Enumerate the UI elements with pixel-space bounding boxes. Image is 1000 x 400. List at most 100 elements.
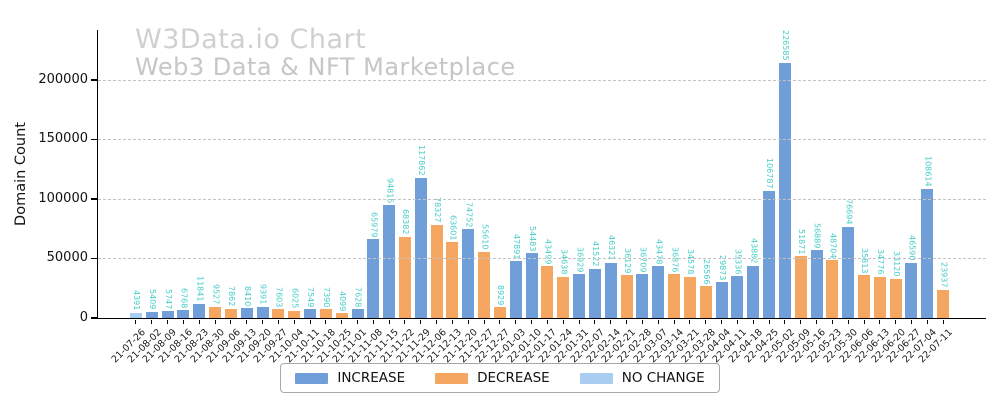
bar-value-label: 43478: [654, 238, 664, 265]
bar-value-label: 4099: [337, 290, 347, 312]
legend-item-no_change: NO CHANGE: [579, 370, 705, 386]
bar-slot: 29873 22-04-04: [695, 30, 733, 365]
bar-increase: [193, 303, 206, 318]
bar-value-label: 8410: [242, 285, 252, 306]
bar-slot: 5747 21-08-09: [141, 30, 179, 365]
bar-slot: 76694 22-05-30: [822, 30, 860, 365]
bar-slot: 117862 21-11-29: [394, 30, 432, 365]
bar-value-label: 35813: [860, 247, 870, 274]
bar-value-label: 68382: [401, 209, 411, 235]
bar-value-label: 41522: [591, 241, 601, 267]
bar-slot: 9391 21-09-20: [236, 30, 274, 365]
bar-slot: 47891 22-01-03: [489, 30, 527, 366]
bar-value-label: 4391: [132, 290, 142, 311]
bar-decrease: [557, 276, 570, 318]
x-tick-mark: [689, 320, 691, 324]
x-tick-mark: [372, 320, 374, 324]
bar-slot: 74752 21-12-20: [442, 30, 480, 366]
bar-slot: 46590 22-06-27: [885, 30, 923, 365]
bar-increase: [763, 190, 776, 318]
bar-decrease: [493, 307, 506, 318]
x-tick-mark: [293, 320, 295, 324]
bar-increase: [747, 265, 760, 318]
y-tick-label: 200000: [38, 71, 88, 87]
bar-decrease: [699, 286, 712, 318]
bar-decrease: [430, 224, 443, 318]
y-tick-mark: [91, 138, 97, 141]
bar-value-label: 36709: [638, 246, 648, 273]
bar-slot: 7549 21-10-11: [284, 30, 322, 366]
bar-increase: [810, 250, 823, 318]
bar-decrease: [541, 266, 554, 318]
x-tick-mark: [768, 320, 770, 324]
y-tick-mark: [91, 317, 97, 319]
bar-value-label: 117862: [417, 145, 427, 176]
x-tick-mark: [309, 320, 311, 324]
bar-increase: [905, 262, 918, 318]
x-tick-mark: [388, 320, 390, 324]
bar-increase: [367, 239, 380, 318]
bar-decrease: [335, 313, 348, 318]
legend-swatch-decrease: [435, 372, 469, 384]
bar-slot: 7862 21-09-06: [204, 30, 242, 365]
bar-value-label: 43499: [543, 238, 553, 265]
x-tick-mark: [594, 320, 596, 324]
bar-increase: [256, 306, 269, 318]
x-tick-mark: [942, 320, 944, 324]
bar-value-label: 48704: [828, 232, 838, 259]
bars-row: 4391 21-07-26 5409 21-08-02 5747 21-08-09 6768…: [109, 30, 955, 366]
x-tick-mark: [182, 320, 184, 324]
legend-label: INCREASE: [337, 370, 406, 386]
bar-slot: 48704 22-05-23: [806, 30, 844, 366]
bar-value-label: 56889: [812, 222, 822, 249]
bar-value-label: 5409: [147, 289, 157, 310]
x-tick-mark: [531, 320, 533, 324]
bar-value-label: 7549: [306, 286, 316, 308]
x-tick-mark: [879, 320, 881, 324]
bar-slot: 51871 22-05-09: [774, 30, 812, 365]
bar-value-label: 43882: [749, 238, 759, 264]
legend-item-increase: INCREASE: [295, 370, 405, 386]
bar-value-label: 55610: [480, 224, 490, 250]
x-tick-mark: [277, 320, 279, 324]
x-tick-mark: [230, 320, 232, 324]
bar-increase: [715, 282, 728, 318]
bar-decrease: [937, 289, 950, 318]
bar-decrease: [319, 309, 332, 318]
y-tick-label: 100000: [38, 190, 88, 206]
bar-slot: 108614 22-07-04: [901, 30, 939, 365]
bar-increase: [240, 308, 253, 318]
bar-value-label: 74752: [464, 201, 474, 228]
bar-slot: 36876 22-03-14: [648, 30, 686, 366]
x-tick-mark: [705, 320, 707, 324]
bar-increase: [161, 311, 174, 318]
legend-label: NO CHANGE: [621, 370, 705, 386]
x-tick-mark: [515, 320, 517, 324]
x-tick-mark: [816, 320, 818, 324]
bar-slot: 46321 22-02-14: [584, 30, 622, 365]
bar-value-label: 7390: [322, 286, 332, 308]
bar-slot: 63601 21-12-13: [426, 30, 464, 365]
bar-decrease: [889, 278, 902, 318]
bar-increase: [636, 274, 649, 318]
bar-value-label: 26566: [701, 258, 711, 285]
bar-value-label: 46321: [606, 235, 616, 261]
bar-slot: 56889 22-05-16: [790, 30, 828, 365]
x-tick-mark: [831, 320, 833, 324]
bar-decrease: [620, 275, 633, 318]
bar-value-label: 9391: [258, 284, 268, 305]
bar-value-label: 23937: [939, 262, 949, 288]
bar-slot: 78327 21-12-06: [410, 30, 448, 365]
bar-value-label: 7628: [353, 286, 363, 307]
bar-slot: 68382 21-11-22: [379, 30, 417, 365]
bar-value-label: 7862: [227, 286, 237, 307]
bar-slot: 26566 22-03-28: [679, 30, 717, 365]
bar-value-label: 11841: [195, 276, 205, 302]
x-tick-mark: [736, 320, 738, 324]
bar-increase: [414, 177, 427, 318]
bar-value-label: 9527: [211, 284, 221, 305]
x-tick-mark: [198, 320, 200, 324]
bar-no_change: [129, 312, 142, 318]
gridline: [98, 139, 986, 141]
bar-value-label: 34638: [559, 249, 569, 275]
